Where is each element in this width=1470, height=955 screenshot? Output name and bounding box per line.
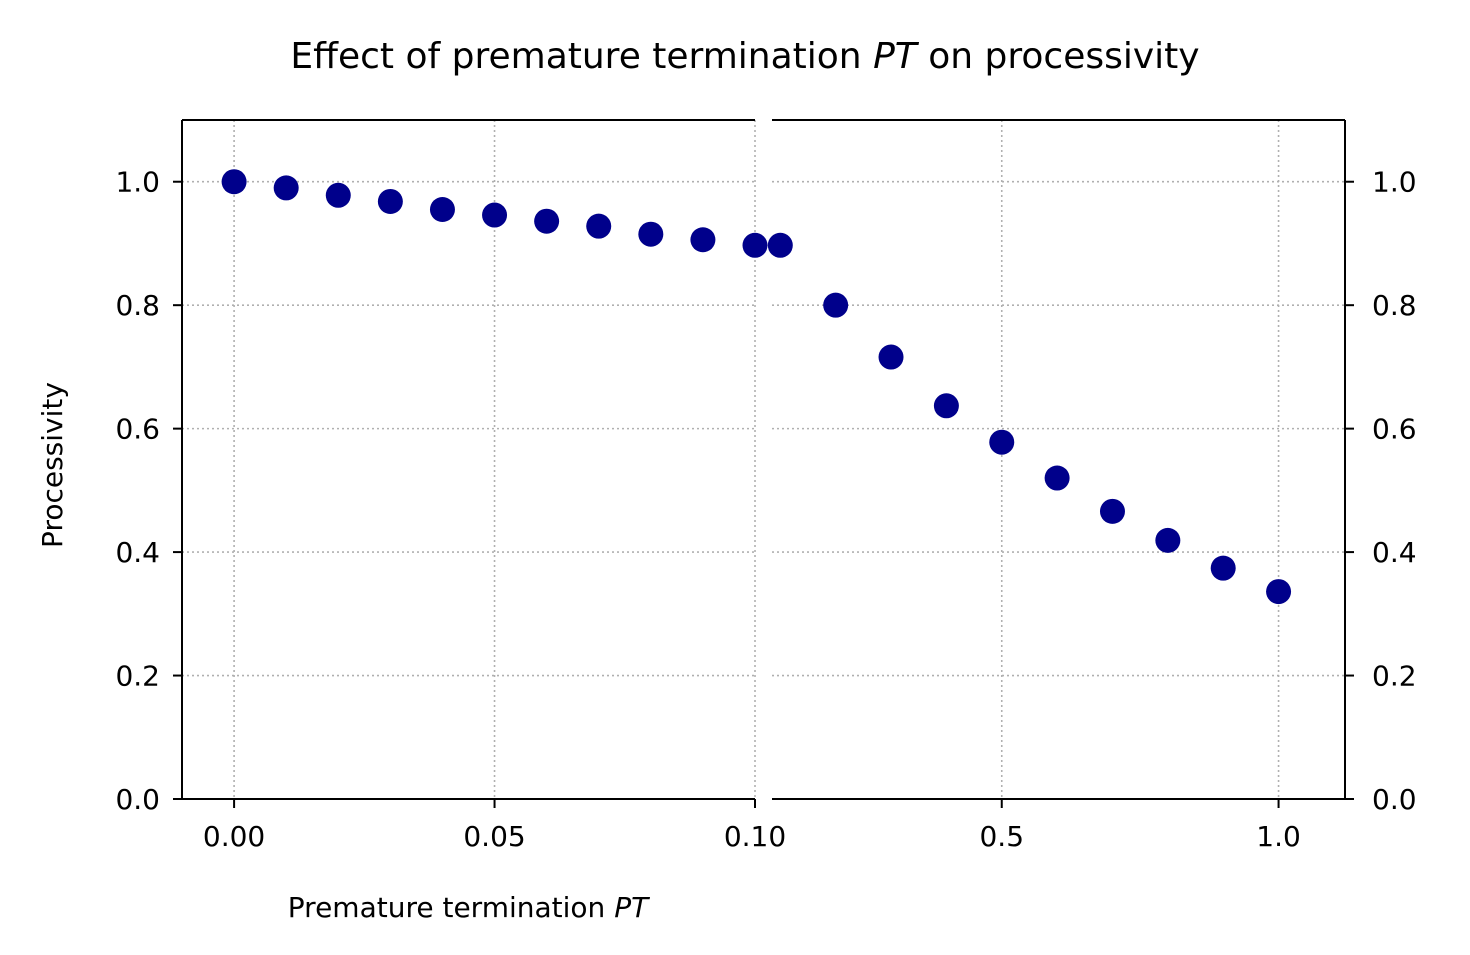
axes-layer: 0.00 0.05 0.10 0.5 1.0 0.0 0.0 0.2 0.2 0.4 0.4 0.6 0… xyxy=(115,119,1417,853)
left_panel-data-point xyxy=(273,175,299,201)
right_panel-data-point xyxy=(823,292,849,318)
right-y-tick-label: 0.4 xyxy=(1372,536,1417,569)
left_panel-x-tick-label: 0.05 xyxy=(463,820,525,853)
left-y-tick-label: 0.0 xyxy=(115,783,160,816)
left_panel-data-point xyxy=(638,221,664,247)
right_panel-x-tick-label: 1.0 xyxy=(1256,820,1301,853)
right_panel-data-point xyxy=(878,344,904,370)
right-y-tick-label: 0.6 xyxy=(1372,413,1417,446)
left_panel-x-tick-label: 0.00 xyxy=(203,820,265,853)
right_panel-data-point xyxy=(767,232,793,258)
left-y-tick-label: 0.2 xyxy=(115,660,160,693)
right_panel-data-point xyxy=(933,393,959,419)
chart-title-suffix: on processivity xyxy=(917,36,1200,77)
left_panel-data-point xyxy=(429,197,455,223)
left_panel-data-point xyxy=(377,188,403,214)
right-y-tick-label: 0.0 xyxy=(1372,783,1417,816)
x-axis-label: Premature termination PT xyxy=(288,891,650,924)
right_panel-x-tick-label: 0.5 xyxy=(979,820,1024,853)
left_panel-data-point xyxy=(586,213,612,239)
left_panel-x-tick-label: 0.10 xyxy=(724,820,786,853)
x-axis-label-prefix: Premature termination xyxy=(288,891,614,924)
chart-title-prefix: Effect of premature termination xyxy=(290,36,873,77)
left_panel-data-point xyxy=(325,182,351,208)
right_panel-data-point xyxy=(1155,527,1181,553)
right-y-tick-label: 0.2 xyxy=(1372,660,1417,693)
left-y-tick-label: 0.4 xyxy=(115,536,160,569)
left_panel-data-point xyxy=(534,208,560,234)
right_panel-data-point xyxy=(989,429,1015,455)
right_panel-data-point xyxy=(1210,555,1236,581)
left_panel-data-point xyxy=(690,227,716,253)
x-axis-label-italic: PT xyxy=(614,891,650,924)
left_panel-data-point xyxy=(221,169,247,195)
grid-layer xyxy=(182,120,1345,800)
points-layer xyxy=(221,169,1292,605)
right_panel-data-point xyxy=(1044,465,1070,491)
right-y-tick-label: 0.8 xyxy=(1372,289,1417,322)
y-axis-label: Processivity xyxy=(36,382,69,548)
left_panel-data-point xyxy=(742,232,768,258)
right_panel-data-point xyxy=(1266,579,1292,605)
left-y-tick-label: 0.8 xyxy=(115,289,160,322)
left-y-tick-label: 0.6 xyxy=(115,413,160,446)
chart-title: Effect of premature termination PT on pr… xyxy=(290,36,1199,77)
right-y-tick-label: 1.0 xyxy=(1372,166,1417,199)
right_panel-data-point xyxy=(1099,498,1125,524)
chart-title-italic: PT xyxy=(873,36,920,77)
left-y-tick-label: 1.0 xyxy=(115,166,160,199)
left_panel-data-point xyxy=(482,202,508,228)
